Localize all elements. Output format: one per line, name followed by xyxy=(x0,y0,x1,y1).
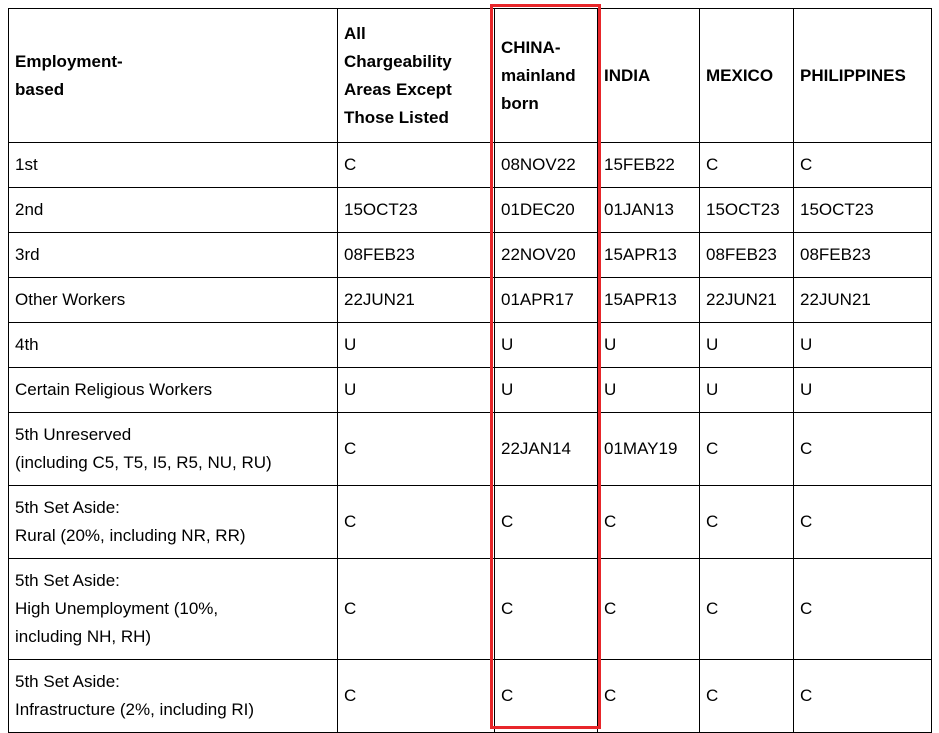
row-label: 5th Unreserved (including C5, T5, I5, R5… xyxy=(8,412,338,486)
col-header-philippines: PHILIPPINES xyxy=(793,8,932,143)
table-cell: 15APR13 xyxy=(597,232,700,278)
table-cell: C xyxy=(337,412,495,486)
table-cell: 22JUN21 xyxy=(337,277,495,323)
table-cell: U xyxy=(494,322,598,368)
table-cell: C xyxy=(494,485,598,559)
row-label: 2nd xyxy=(8,187,338,233)
table-cell: 15FEB22 xyxy=(597,142,700,188)
table-cell: 08FEB23 xyxy=(337,232,495,278)
table-cell: C xyxy=(597,558,700,660)
row-eb5-set-aside-high-unemployment: 5th Set Aside: High Unemployment (10%, i… xyxy=(8,558,932,660)
table-cell: U xyxy=(793,322,932,368)
table-cell: C xyxy=(699,659,794,733)
table-cell: 08FEB23 xyxy=(793,232,932,278)
table-cell: 01JAN13 xyxy=(597,187,700,233)
table-cell: 15OCT23 xyxy=(337,187,495,233)
table-cell: 22JUN21 xyxy=(699,277,794,323)
row-eb2: 2nd 15OCT23 01DEC20 01JAN13 15OCT23 15OC… xyxy=(8,187,932,233)
table-cell: 08NOV22 xyxy=(494,142,598,188)
col-header-india: INDIA xyxy=(597,8,700,143)
table-cell: C xyxy=(597,485,700,559)
row-certain-religious-workers: Certain Religious Workers U U U U U xyxy=(8,367,932,413)
table-cell: C xyxy=(337,485,495,559)
row-eb5-set-aside-rural: 5th Set Aside: Rural (20%, including NR,… xyxy=(8,485,932,559)
table-cell: C xyxy=(597,659,700,733)
table-cell: U xyxy=(597,322,700,368)
row-eb5-unreserved: 5th Unreserved (including C5, T5, I5, R5… xyxy=(8,412,932,486)
row-label: 4th xyxy=(8,322,338,368)
table-cell: U xyxy=(793,367,932,413)
table-cell: C xyxy=(699,485,794,559)
row-label: Other Workers xyxy=(8,277,338,323)
row-eb4: 4th U U U U U xyxy=(8,322,932,368)
table-cell: C xyxy=(793,142,932,188)
visa-bulletin-employment-table: Employment- based All Chargeability Area… xyxy=(8,8,932,733)
table-cell: C xyxy=(337,659,495,733)
table-cell: U xyxy=(337,367,495,413)
table-cell: C xyxy=(793,412,932,486)
col-header-china-mainland-born: CHINA- mainland born xyxy=(494,8,598,143)
col-header-employment-based: Employment- based xyxy=(8,8,338,143)
table-cell: U xyxy=(699,322,794,368)
table-cell: C xyxy=(494,659,598,733)
table-cell: C xyxy=(793,558,932,660)
table-cell: C xyxy=(793,659,932,733)
table-cell: 22NOV20 xyxy=(494,232,598,278)
row-label: 5th Set Aside: Infrastructure (2%, inclu… xyxy=(8,659,338,733)
table-cell: C xyxy=(793,485,932,559)
table-cell: 01DEC20 xyxy=(494,187,598,233)
row-label: Certain Religious Workers xyxy=(8,367,338,413)
table-cell: C xyxy=(337,558,495,660)
row-label: 3rd xyxy=(8,232,338,278)
row-other-workers: Other Workers 22JUN21 01APR17 15APR13 22… xyxy=(8,277,932,323)
table-header: Employment- based All Chargeability Area… xyxy=(8,8,932,143)
table-cell: 15OCT23 xyxy=(699,187,794,233)
header-row: Employment- based All Chargeability Area… xyxy=(8,8,932,143)
table-cell: 01MAY19 xyxy=(597,412,700,486)
table-cell: C xyxy=(699,142,794,188)
col-header-mexico: MEXICO xyxy=(699,8,794,143)
row-label: 5th Set Aside: High Unemployment (10%, i… xyxy=(8,558,338,660)
table-cell: C xyxy=(699,558,794,660)
table-cell: U xyxy=(699,367,794,413)
table-cell: C xyxy=(699,412,794,486)
table-cell: 08FEB23 xyxy=(699,232,794,278)
table-cell: 01APR17 xyxy=(494,277,598,323)
row-eb3: 3rd 08FEB23 22NOV20 15APR13 08FEB23 08FE… xyxy=(8,232,932,278)
row-eb1: 1st C 08NOV22 15FEB22 C C xyxy=(8,142,932,188)
table-cell: U xyxy=(597,367,700,413)
table-cell: 22JUN21 xyxy=(793,277,932,323)
table-cell: 15OCT23 xyxy=(793,187,932,233)
table-cell: C xyxy=(337,142,495,188)
table-body: 1st C 08NOV22 15FEB22 C C 2nd 15OCT23 01… xyxy=(8,142,932,733)
table-cell: U xyxy=(337,322,495,368)
table-cell: C xyxy=(494,558,598,660)
table-cell: 22JAN14 xyxy=(494,412,598,486)
row-label: 1st xyxy=(8,142,338,188)
row-eb5-set-aside-infrastructure: 5th Set Aside: Infrastructure (2%, inclu… xyxy=(8,659,932,733)
row-label: 5th Set Aside: Rural (20%, including NR,… xyxy=(8,485,338,559)
table-cell: 15APR13 xyxy=(597,277,700,323)
col-header-all-chargeability: All Chargeability Areas Except Those Lis… xyxy=(337,8,495,143)
table-cell: U xyxy=(494,367,598,413)
